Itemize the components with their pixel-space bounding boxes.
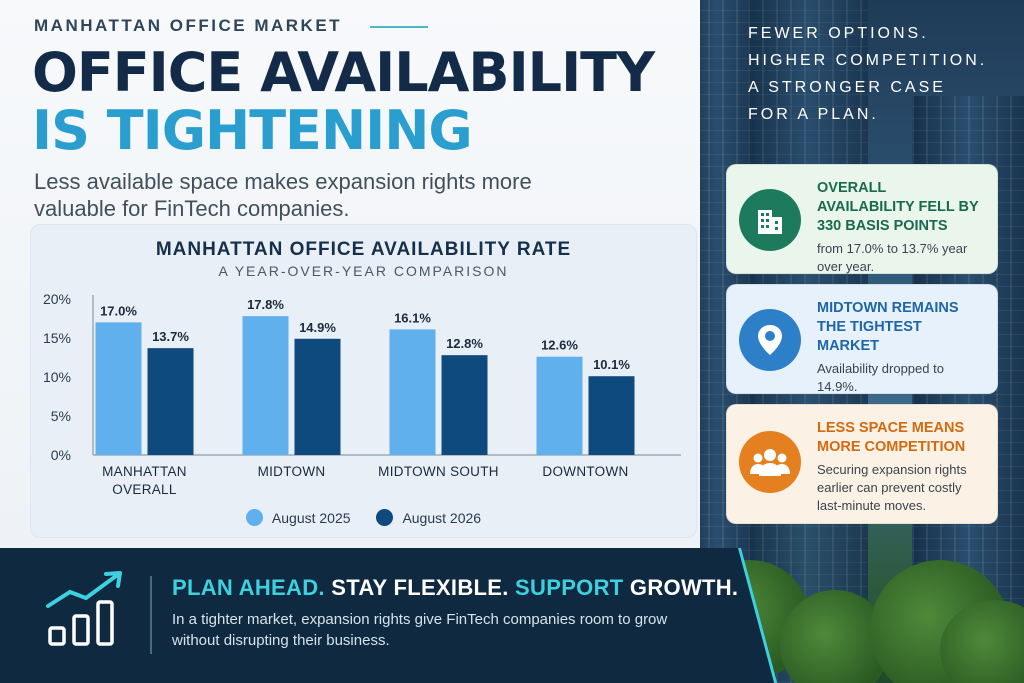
kicker-accent-line bbox=[370, 26, 428, 28]
y-tick-label: 0% bbox=[51, 447, 71, 463]
y-tick-label: 20% bbox=[43, 291, 71, 307]
bar-value-label: 10.1% bbox=[593, 357, 630, 372]
banner-headline-part: PLAN AHEAD. bbox=[172, 575, 325, 600]
bottom-banner bbox=[0, 548, 776, 683]
tagline-line: A STRONGER CASE bbox=[748, 79, 946, 96]
y-tick-label: 10% bbox=[43, 369, 71, 385]
location-pin-icon bbox=[739, 309, 801, 371]
chart-subtitle: A YEAR-OVER-YEAR COMPARISON bbox=[218, 263, 509, 279]
info-card-text: Availability dropped to 14.9%. bbox=[817, 361, 944, 394]
bar-value-label: 17.0% bbox=[100, 303, 137, 318]
tagline-line: FEWER OPTIONS. bbox=[748, 25, 929, 42]
legend-swatch-2025 bbox=[245, 509, 263, 526]
legend-item-2026: August 2026 bbox=[376, 509, 481, 526]
building-icon bbox=[739, 189, 801, 251]
x-category-label: OVERALL bbox=[112, 482, 177, 497]
info-card-midtown: MIDTOWN REMAINS THE TIGHTEST MARKET Avai… bbox=[726, 284, 998, 394]
bar-value-label: 16.1% bbox=[394, 310, 431, 325]
headline-line2: IS TIGHTENING bbox=[32, 99, 473, 162]
tagline: FEWER OPTIONS. HIGHER COMPETITION. A STR… bbox=[748, 20, 1008, 128]
chart-legend: August 2025 August 2026 bbox=[31, 509, 696, 529]
legend-label-2025: August 2025 bbox=[271, 509, 351, 526]
info-card-title: OVERALL AVAILABILITY FELL BY 330 BASIS P… bbox=[817, 180, 979, 234]
info-card-text: Securing expansion rights earlier can pr… bbox=[817, 462, 967, 513]
banner-text: In a tighter market, expansion rights gi… bbox=[172, 611, 668, 649]
bar-2025 bbox=[536, 356, 583, 455]
x-category-label: DOWNTOWN bbox=[542, 464, 628, 479]
banner-divider bbox=[150, 576, 152, 654]
info-card-title: LESS SPACE MEANS MORE COMPETITION bbox=[817, 420, 966, 455]
bar-2026 bbox=[588, 376, 635, 455]
chart-card: MANHATTAN OFFICE AVAILABILITY RATE A YEA… bbox=[30, 224, 697, 538]
info-card-title: MIDTOWN REMAINS THE TIGHTEST MARKET bbox=[817, 300, 959, 354]
y-tick-label: 5% bbox=[51, 408, 71, 424]
bar-2025 bbox=[242, 316, 289, 455]
info-card-availability: OVERALL AVAILABILITY FELL BY 330 BASIS P… bbox=[726, 164, 998, 274]
x-category-label: MIDTOWN SOUTH bbox=[378, 464, 499, 479]
tagline-line: FOR A PLAN. bbox=[748, 106, 879, 123]
headline-line1: OFFICE AVAILABILITY bbox=[32, 41, 655, 104]
bar-value-label: 13.7% bbox=[152, 329, 189, 344]
legend-swatch-2026 bbox=[376, 509, 394, 526]
legend-label-2026: August 2026 bbox=[402, 509, 482, 526]
banner-headline-part: SUPPORT bbox=[508, 575, 624, 600]
bar-2026 bbox=[441, 355, 488, 455]
subheadline: Less available space makes expansion rig… bbox=[34, 169, 532, 221]
x-category-label: MANHATTAN bbox=[102, 464, 187, 479]
y-tick-label: 15% bbox=[43, 330, 71, 346]
bar-value-label: 12.8% bbox=[446, 336, 483, 351]
bar-value-label: 14.9% bbox=[299, 320, 336, 335]
chart-title: MANHATTAN OFFICE AVAILABILITY RATE bbox=[155, 239, 572, 260]
growth-chart-icon bbox=[42, 566, 132, 655]
banner-headline-part: GROWTH. bbox=[623, 575, 739, 600]
bar-chart: 0% 5% 10% 15% 20% 17.0% 13.7% MANHATTAN OVERALL 1… bbox=[43, 291, 681, 497]
tagline-line: HIGHER COMPETITION. bbox=[748, 52, 988, 69]
bar-2026 bbox=[147, 348, 194, 455]
x-category-label: MIDTOWN bbox=[258, 464, 326, 479]
legend-item-2025: August 2025 bbox=[245, 509, 351, 526]
bar-2025 bbox=[95, 322, 142, 455]
bar-2025 bbox=[389, 329, 436, 455]
people-group-icon bbox=[739, 431, 801, 493]
info-card-text: from 17.0% to 13.7% year over year. bbox=[817, 241, 968, 274]
info-card-competition: LESS SPACE MEANS MORE COMPETITION Securi… bbox=[726, 404, 998, 524]
bar-2026 bbox=[294, 338, 341, 455]
banner-headline: PLAN AHEAD. STAY FLEXIBLE. SUPPORT GROWT… bbox=[172, 575, 738, 601]
bar-value-label: 12.6% bbox=[541, 338, 578, 353]
bar-value-label: 17.8% bbox=[247, 297, 284, 312]
banner-headline-part: STAY FLEXIBLE. bbox=[324, 575, 509, 600]
kicker-label: MANHATTAN OFFICE MARKET bbox=[34, 16, 343, 35]
